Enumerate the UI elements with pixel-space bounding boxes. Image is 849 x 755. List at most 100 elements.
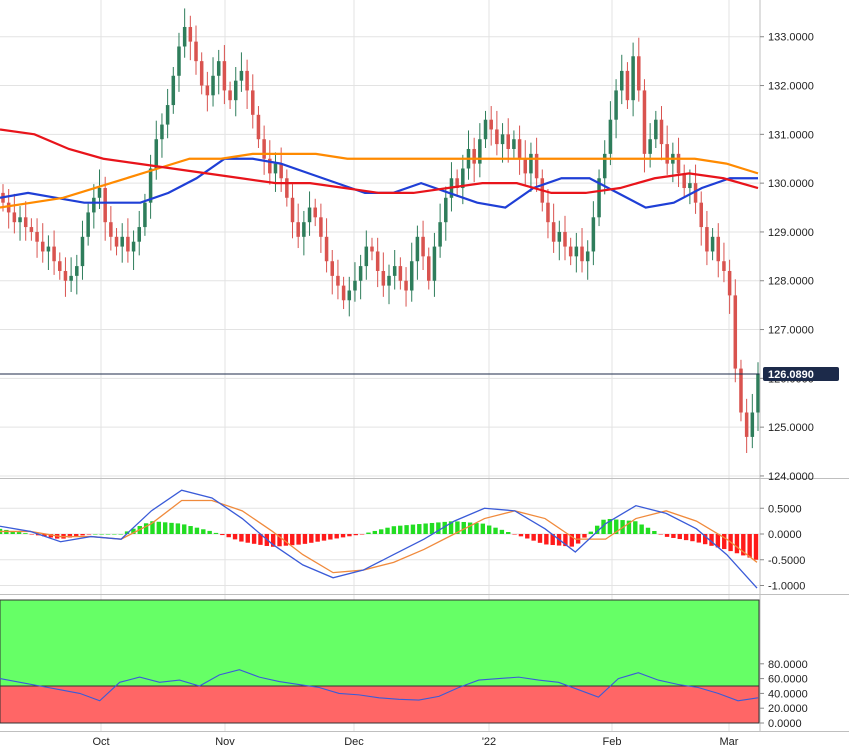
macd-histogram-bar xyxy=(391,526,397,534)
candle xyxy=(534,137,539,192)
candle xyxy=(517,125,522,175)
candle xyxy=(319,203,323,253)
candle xyxy=(262,125,266,175)
macd-histogram-bar xyxy=(99,534,104,535)
candle xyxy=(563,215,567,261)
macd-histogram-bar xyxy=(544,534,549,545)
candle-body xyxy=(245,70,249,91)
candle xyxy=(744,398,749,454)
candle xyxy=(109,206,113,251)
candle-body xyxy=(86,212,90,237)
candle xyxy=(239,52,244,92)
candle xyxy=(512,130,516,158)
macd-histogram-bar xyxy=(213,532,219,534)
candle-body xyxy=(137,227,142,242)
candle-body xyxy=(614,90,618,120)
candle-body xyxy=(358,266,363,281)
candle-body xyxy=(387,275,391,286)
candle-body xyxy=(307,207,312,223)
candle-body xyxy=(546,202,550,223)
candle-body xyxy=(489,119,493,130)
candle xyxy=(205,71,210,112)
candle-body xyxy=(699,202,703,228)
macd-histogram-bar xyxy=(112,534,117,535)
rsi-line xyxy=(0,669,759,702)
candle-body xyxy=(421,236,425,257)
candle-body xyxy=(585,251,590,262)
candle xyxy=(18,206,22,241)
candle xyxy=(489,106,493,146)
candle-body xyxy=(716,236,721,262)
candle xyxy=(296,203,300,249)
candle-body xyxy=(126,236,130,252)
macd-histogram-bar xyxy=(639,524,644,534)
macd-histogram-bar xyxy=(143,523,149,534)
candle-body xyxy=(756,373,760,413)
candle xyxy=(739,359,743,422)
candle xyxy=(461,154,465,205)
candle-body xyxy=(6,202,11,213)
current-price-tag: 126.0890 xyxy=(763,367,839,381)
candle-body xyxy=(557,231,562,242)
macd-histogram-bar xyxy=(93,534,98,535)
candle-body xyxy=(233,80,238,101)
candle-body xyxy=(625,70,630,101)
candle-body xyxy=(148,168,153,203)
macd-histogram-bar xyxy=(531,534,536,541)
candle-body xyxy=(591,217,596,252)
candle xyxy=(120,223,124,263)
macd-histogram-bar xyxy=(353,534,358,536)
macd-histogram-bar xyxy=(162,522,168,534)
macd-histogram-bar xyxy=(588,531,594,534)
candle xyxy=(756,362,760,432)
macd-histogram-bar xyxy=(23,533,28,534)
macd-histogram-bar xyxy=(645,527,651,534)
candle xyxy=(256,106,261,149)
candle xyxy=(273,152,278,192)
price-y-tick-label: 130.0000 xyxy=(768,178,814,190)
macd-histogram-bar xyxy=(105,534,111,535)
macd-histogram-bar xyxy=(302,534,308,544)
candle xyxy=(69,257,73,292)
candle-body xyxy=(18,217,22,223)
macd-histogram-bar xyxy=(518,534,524,537)
x-tick-label: Mar xyxy=(720,736,739,748)
candle-body xyxy=(619,70,624,91)
candle-body xyxy=(336,275,340,286)
macd-histogram-bar xyxy=(347,534,352,537)
candle-body xyxy=(415,236,420,262)
candle-body xyxy=(199,61,204,86)
candle xyxy=(199,52,204,95)
x-tick-label: Nov xyxy=(215,736,235,748)
candle xyxy=(574,232,579,273)
candle-body xyxy=(58,261,62,271)
candle-body xyxy=(710,236,715,252)
candle-body xyxy=(341,285,346,301)
candle xyxy=(557,220,562,261)
candle xyxy=(654,110,658,149)
candle-body xyxy=(12,212,17,223)
candle-body xyxy=(268,158,272,174)
candle xyxy=(46,235,51,271)
rsi-y-tick-label: 40.0000 xyxy=(768,688,808,700)
macd-histogram-bar xyxy=(747,534,752,558)
macd-histogram-bar xyxy=(366,532,371,534)
macd-histogram-bar xyxy=(156,521,162,534)
candle-body xyxy=(285,178,289,198)
macd-histogram-bar xyxy=(741,534,746,556)
candle xyxy=(716,223,721,278)
candle xyxy=(387,264,391,305)
candle-body xyxy=(279,163,283,179)
candle-body xyxy=(40,241,45,252)
macd-histogram-bar xyxy=(722,534,727,550)
macd-histogram-bar xyxy=(359,534,365,535)
candle xyxy=(324,218,329,273)
candle xyxy=(495,110,499,156)
macd-histogram-bar xyxy=(169,522,174,534)
candle xyxy=(642,79,647,173)
macd-histogram-bar xyxy=(448,521,454,534)
candle-body xyxy=(251,90,255,115)
macd-histogram-bar xyxy=(80,534,85,536)
macd-histogram-bar xyxy=(671,534,676,538)
